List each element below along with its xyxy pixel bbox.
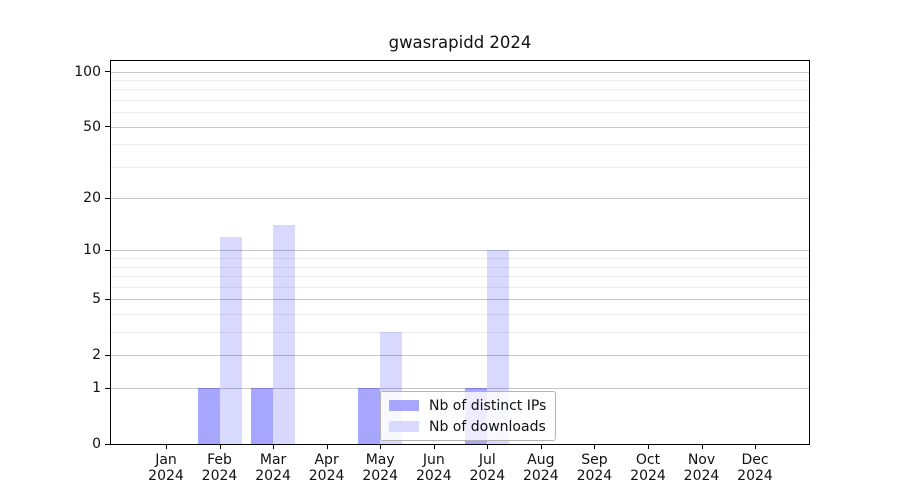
x-tick-label: Jul 2024 <box>469 452 506 484</box>
legend: Nb of distinct IPs Nb of downloads <box>380 391 557 441</box>
legend-item-distinct-ips: Nb of distinct IPs <box>389 397 546 414</box>
gridline-minor <box>111 99 809 101</box>
x-tick-label: Aug 2024 <box>522 452 559 484</box>
y-tick <box>105 197 110 199</box>
y-tick <box>105 387 110 389</box>
x-tick <box>594 445 596 449</box>
x-tick-year: 2024 <box>683 467 720 484</box>
gridline-minor <box>111 79 809 81</box>
y-tick <box>105 71 110 72</box>
y-tick <box>105 126 110 128</box>
x-tick <box>487 445 489 449</box>
x-tick-label: May 2024 <box>362 452 399 484</box>
x-tick-year: 2024 <box>576 467 613 484</box>
legend-swatch-distinct-ips-icon <box>389 400 419 411</box>
x-tick-year: 2024 <box>148 467 184 484</box>
y-tick-label: 100 <box>74 63 101 80</box>
bar-distinct-ips <box>251 388 274 444</box>
gridline-minor <box>111 258 809 260</box>
chart-title: gwasrapidd 2024 <box>388 33 532 52</box>
x-tick-label: Nov 2024 <box>683 452 720 484</box>
x-tick <box>166 445 167 449</box>
x-tick-month: Feb <box>207 452 232 468</box>
gridline-minor <box>111 266 809 268</box>
x-tick-year: 2024 <box>522 467 559 484</box>
y-tick-label: 5 <box>92 291 101 308</box>
x-tick-year: 2024 <box>308 467 345 484</box>
x-tick-month: Jan <box>155 452 177 468</box>
y-tick-label: 0 <box>92 436 101 452</box>
y-tick <box>105 249 110 251</box>
x-tick-month: Nov <box>687 452 716 468</box>
y-tick <box>105 298 110 300</box>
bar-distinct-ips <box>358 388 381 444</box>
gridline-major <box>111 299 809 301</box>
gridline-minor <box>111 166 809 168</box>
y-tick-label: 50 <box>83 118 101 135</box>
x-tick-year: 2024 <box>415 467 452 484</box>
x-tick-year: 2024 <box>630 467 666 484</box>
x-tick-label: Mar 2024 <box>255 452 291 484</box>
gridline-minor <box>111 144 809 146</box>
x-tick <box>540 445 542 449</box>
x-tick-month: Aug <box>527 452 555 468</box>
x-tick <box>380 445 382 449</box>
gridline-minor <box>111 286 809 288</box>
x-tick-month: Sep <box>581 452 608 468</box>
y-tick-label: 20 <box>83 190 101 207</box>
x-tick-month: Mar <box>259 452 287 468</box>
legend-label-downloads: Nb of downloads <box>429 418 546 435</box>
gridline-minor <box>111 276 809 278</box>
bar-downloads <box>219 237 242 444</box>
x-tick-month: May <box>365 452 395 468</box>
legend-swatch-downloads-icon <box>389 421 419 432</box>
gridline-major <box>111 126 809 128</box>
x-tick-month: Dec <box>741 452 769 468</box>
x-tick-month: Apr <box>314 452 339 468</box>
y-tick-label: 2 <box>92 347 101 364</box>
gridline-minor <box>111 332 809 334</box>
bar-distinct-ips <box>197 388 220 444</box>
x-tick-month: Jun <box>422 452 445 468</box>
x-tick <box>219 445 221 449</box>
bar-downloads <box>273 225 296 444</box>
x-tick <box>648 445 649 449</box>
x-tick-year: 2024 <box>469 467 506 484</box>
x-tick-year: 2024 <box>255 467 291 484</box>
x-tick-label: Jan 2024 <box>148 452 184 484</box>
x-tick-month: Jul <box>478 452 496 468</box>
gridline-major <box>111 250 809 252</box>
gridline-minor <box>111 89 809 91</box>
x-tick <box>273 445 275 449</box>
gridline-minor <box>111 112 809 114</box>
gridline-major <box>111 355 809 357</box>
y-tick-label: 10 <box>83 242 101 259</box>
y-tick-label: 1 <box>92 380 101 397</box>
gridline-major <box>111 388 809 390</box>
x-tick <box>326 445 328 449</box>
x-tick-label: Sep 2024 <box>576 452 613 484</box>
legend-label-distinct-ips: Nb of distinct IPs <box>429 397 547 414</box>
gridline-major <box>111 71 809 73</box>
x-tick <box>433 445 435 449</box>
x-tick-label: Apr 2024 <box>308 452 345 484</box>
gridline-minor <box>111 314 809 316</box>
y-tick <box>105 354 110 356</box>
x-tick <box>701 445 703 449</box>
legend-item-downloads: Nb of downloads <box>389 418 546 435</box>
x-tick-label: Dec 2024 <box>737 452 773 484</box>
x-tick <box>755 445 756 449</box>
x-tick-label: Oct 2024 <box>630 452 666 484</box>
plot-area: 0 1 2 5 10 20 50 100 Jan 2024 Feb 2024 Mar 2024 Apr 202… <box>74 60 810 483</box>
x-tick-year: 2024 <box>201 467 238 484</box>
x-tick-year: 2024 <box>737 467 773 484</box>
x-tick-year: 2024 <box>362 467 399 484</box>
x-tick-month: Oct <box>635 452 661 468</box>
x-tick-label: Jun 2024 <box>415 452 452 484</box>
gridline-major <box>111 198 809 200</box>
x-tick-label: Feb 2024 <box>201 452 238 484</box>
y-tick <box>105 443 110 445</box>
